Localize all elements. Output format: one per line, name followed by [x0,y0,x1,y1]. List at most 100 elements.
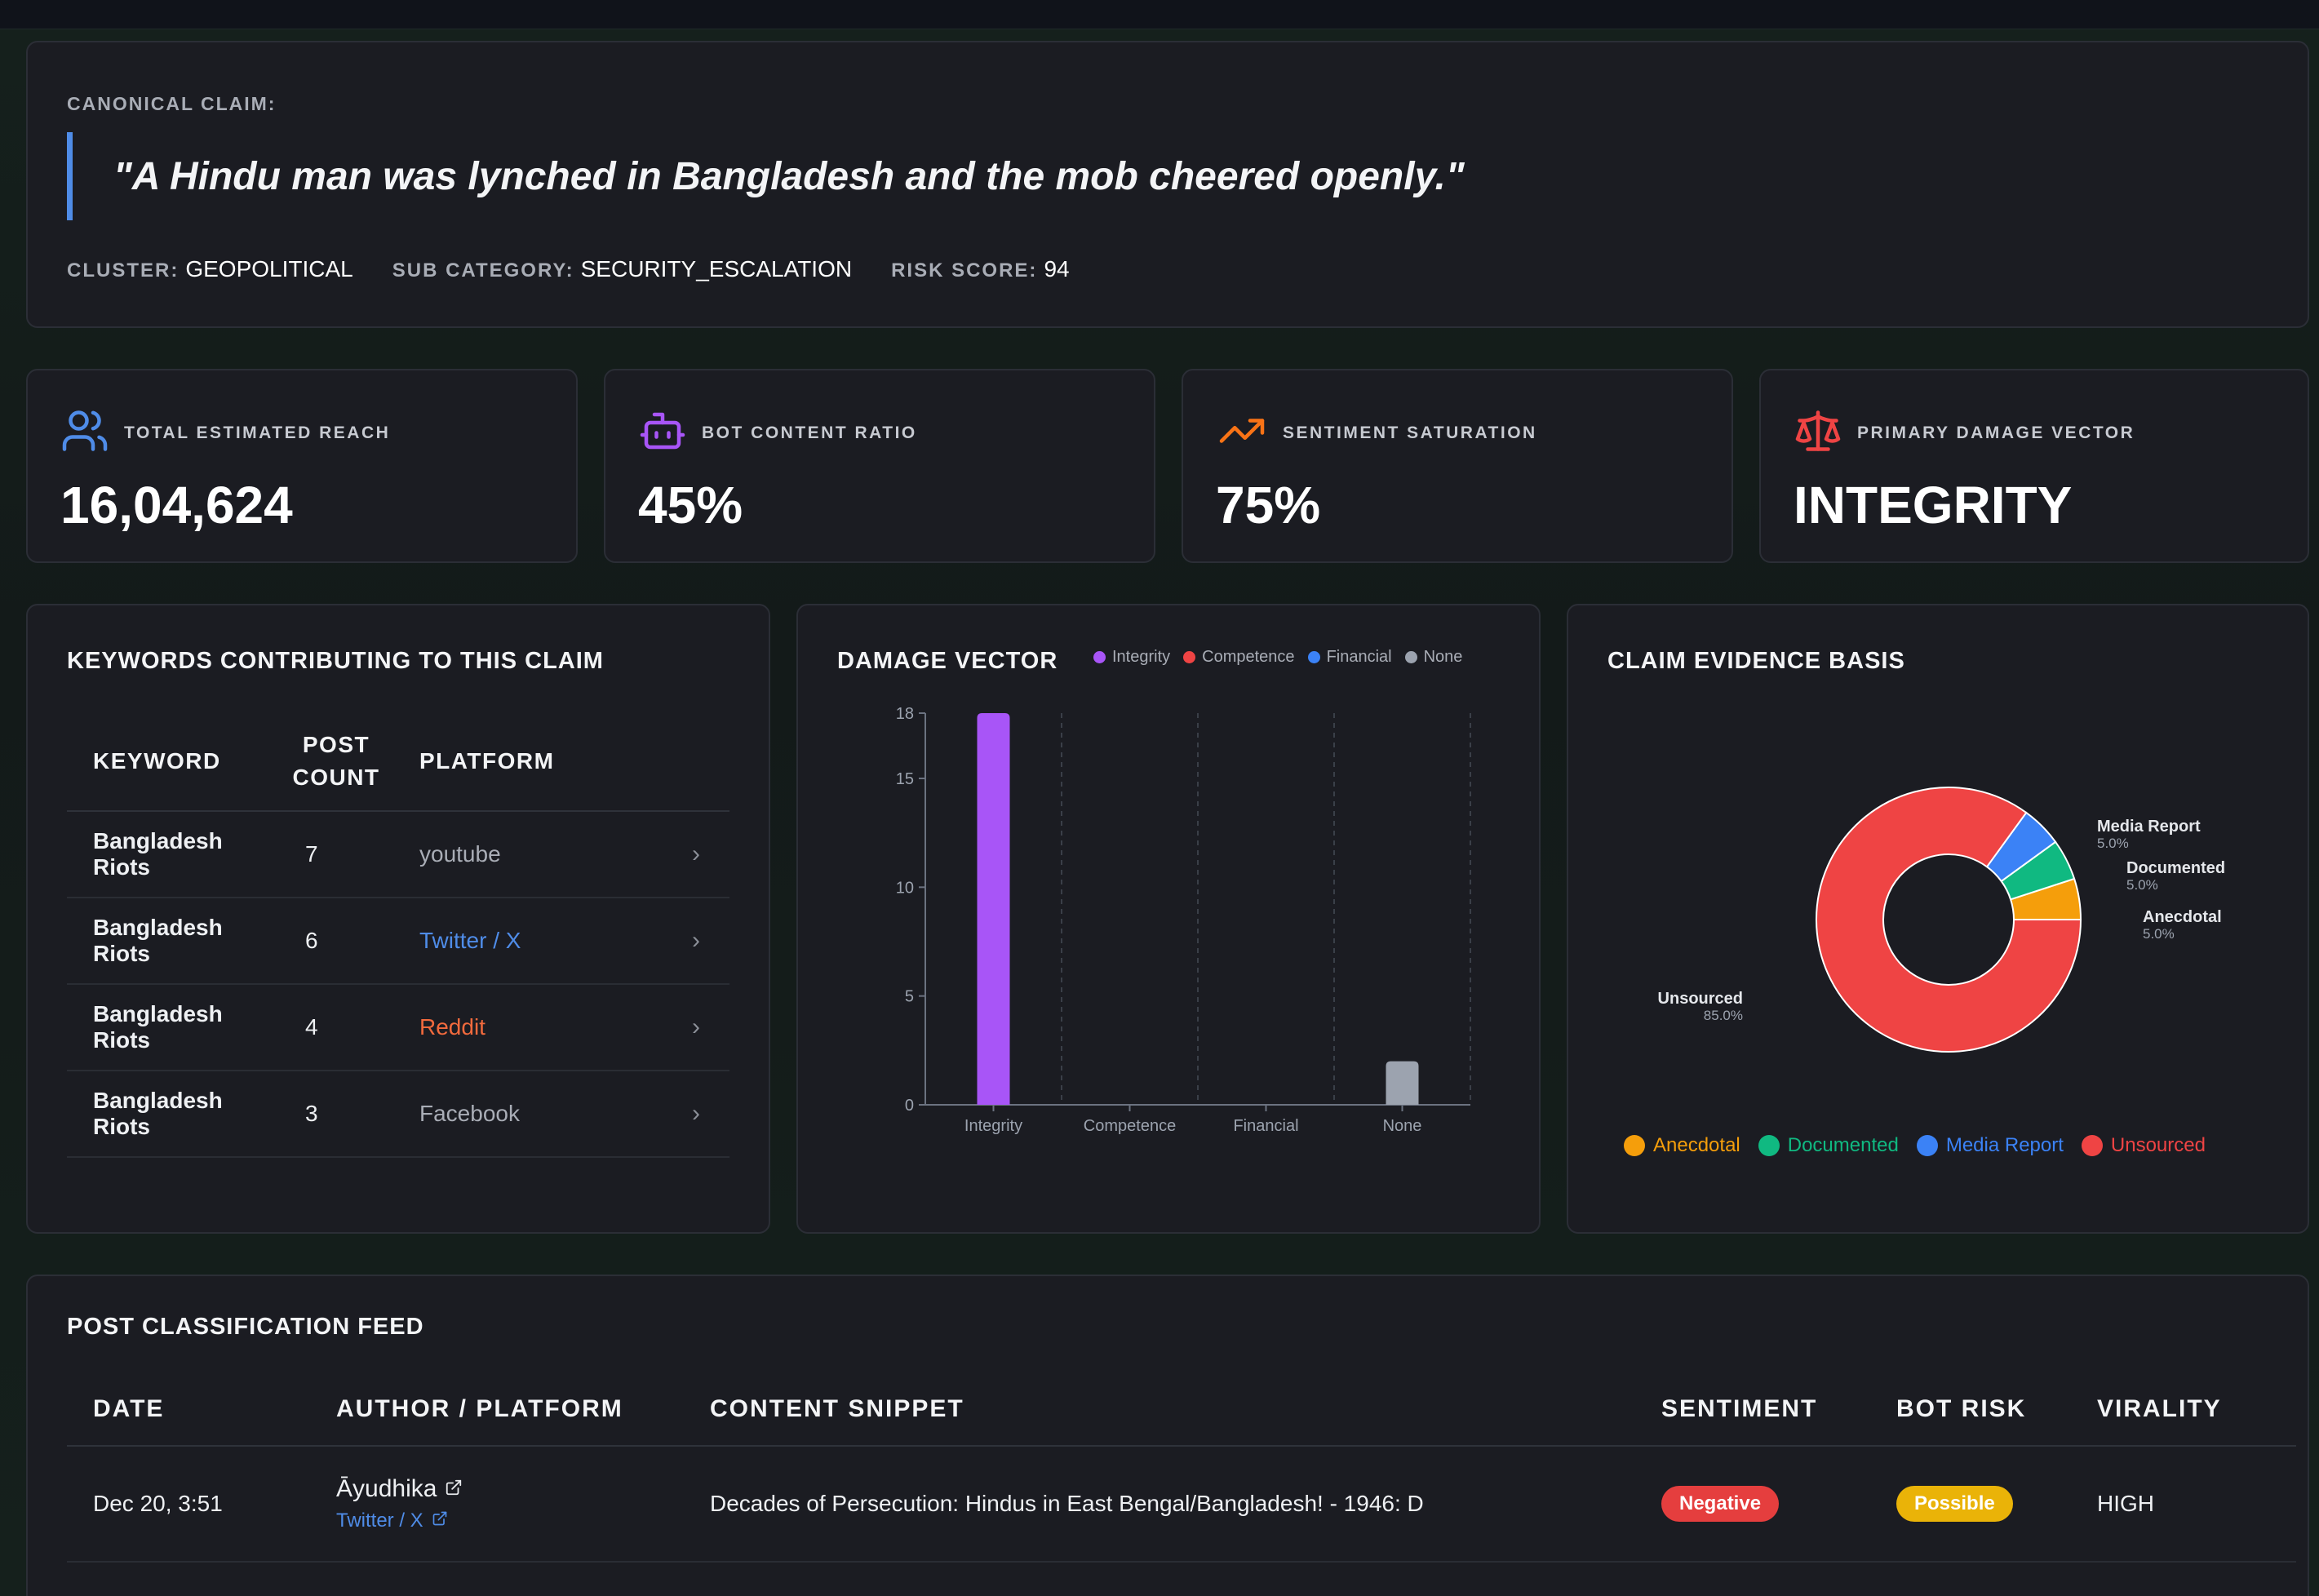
stat-value-sentiment: 75% [1216,476,1321,534]
chevron-right-icon[interactable]: › [664,984,729,1071]
col-post-count: POST COUNT [279,712,393,812]
legend-item-media-report[interactable]: Media Report [1916,1134,2064,1157]
table-row[interactable]: Bangladesh Riots 4 Reddit › [67,984,729,1071]
col-virality: VIRALITY [2071,1372,2296,1447]
feed-header-row: DATE AUTHOR / PLATFORM CONTENT SNIPPET S… [67,1372,2296,1447]
keyword-cell: Bangladesh Riots [67,984,279,1071]
legend-dot [2081,1135,2103,1156]
col-author: AUTHOR / PLATFORM [310,1372,684,1447]
chevron-right-icon[interactable]: › [664,898,729,985]
legend-label: Media Report [1945,1134,2064,1156]
author-link[interactable]: Āyudhika [336,1475,684,1503]
platform-cell: Facebook [393,1071,664,1158]
legend-item-unsourced[interactable]: Unsourced [2081,1134,2206,1157]
col-date: DATE [67,1372,310,1447]
external-link-icon [432,1510,448,1532]
evidence-title: CLAIM EVIDENCE BASIS [1607,648,1905,674]
legend-item-none[interactable]: None [1404,648,1463,667]
post-feed-panel: POST CLASSIFICATION FEED DATE AUTHOR / P… [26,1275,2309,1596]
scale-icon [1794,406,1842,459]
keywords-header-row: KEYWORD POST COUNT PLATFORM [67,712,729,812]
damage-vector-panel: DAMAGE VECTOR Integrity Competence Finan… [796,604,1541,1234]
virality-cell: HIGH [2071,1446,2296,1563]
legend-item-integrity[interactable]: Integrity [1093,648,1170,667]
keywords-title: KEYWORDS CONTRIBUTING TO THIS CLAIM [67,648,604,674]
platform-link[interactable]: Twitter / X [336,1510,684,1532]
stat-label-sentiment: SENTIMENT SATURATION [1283,423,1537,442]
slice-value-label: 5.0% [2143,926,2175,942]
table-row[interactable]: Bangladesh Riots 3 Facebook › [67,1071,729,1158]
external-link-icon [445,1475,463,1503]
keyword-cell: Bangladesh Riots [67,898,279,985]
stat-card-bot-ratio: BOT CONTENT RATIO 45% [604,369,1155,563]
evidence-legend: Anecdotal Documented Media Report Unsour… [1624,1134,2206,1157]
cluster-meta: CLUSTER: GEOPOLITICAL [67,256,353,282]
y-tick-label: 15 [896,770,914,788]
keyword-cell: Bangladesh Riots [67,811,279,898]
claim-text: "A Hindu man was lynched in Bangladesh a… [113,154,1465,198]
table-row[interactable]: Bangladesh Riots 6 Twitter / X › [67,898,729,985]
slice-value-label: 5.0% [2126,877,2158,893]
legend-label: None [1423,648,1463,666]
stat-card-sentiment: SENTIMENT SATURATION 75% [1182,369,1733,563]
subcategory-meta: SUB CATEGORY: SECURITY_ESCALATION [392,256,852,282]
risk-value: 94 [1044,256,1070,282]
legend-label: Documented [1787,1134,1899,1156]
slice-label: Media Report [2097,818,2201,836]
subcategory-value: SECURITY_ESCALATION [580,256,853,282]
trending-up-icon [1216,406,1268,459]
x-tick-label: Competence [1084,1117,1176,1135]
x-tick-label: None [1383,1117,1422,1135]
legend-item-financial[interactable]: Financial [1307,648,1392,667]
table-row[interactable]: Bangladesh Riots 7 youtube › [67,811,729,898]
keywords-table: KEYWORD POST COUNT PLATFORM Bangladesh Ri… [67,712,729,1158]
slice-value-label: 5.0% [2097,836,2129,851]
slice-value-label: 85.0% [1704,1008,1743,1023]
col-post-count-line2: COUNT [292,764,380,790]
claim-label: CANONICAL CLAIM: [67,93,277,114]
author-cell: Āyudhika Twitter / X [310,1446,684,1563]
stat-card-damage-vector: PRIMARY DAMAGE VECTOR INTEGRITY [1759,369,2309,563]
count-cell: 3 [279,1071,393,1158]
legend-dot [1183,651,1196,663]
legend-item-documented[interactable]: Documented [1758,1134,1899,1157]
damage-bar-chart: 0 5 10 15 18 Integrity Competence Financial None [896,705,1471,1135]
count-cell: 7 [279,811,393,898]
keywords-panel: KEYWORDS CONTRIBUTING TO THIS CLAIM KEYW… [26,604,770,1234]
slice-label: Unsourced [1658,990,1743,1008]
claim-meta: CLUSTER: GEOPOLITICAL SUB CATEGORY: SECURI… [67,256,1070,282]
risk-label: RISK SCORE: [891,259,1038,282]
top-bar [0,0,2319,29]
bot-icon [638,406,687,459]
legend-item-anecdotal[interactable]: Anecdotal [1624,1134,1740,1157]
chevron-right-icon[interactable]: › [664,1071,729,1158]
canonical-claim-card: CANONICAL CLAIM: "A Hindu man was lynche… [26,41,2309,328]
col-snippet: CONTENT SNIPPET [684,1372,1635,1447]
cluster-label: CLUSTER: [67,259,180,282]
stat-value-reach: 16,04,624 [60,476,293,534]
bar-none [1386,1061,1419,1105]
evidence-panel: CLAIM EVIDENCE BASIS Anecdotal 5.0% Docume… [1567,604,2309,1234]
legend-item-competence[interactable]: Competence [1183,648,1295,667]
platform-cell: Reddit [393,984,664,1071]
stat-label-reach: TOTAL ESTIMATED REACH [124,423,391,442]
platform-cell: Twitter / X [393,898,664,985]
x-tick-label: Financial [1233,1117,1298,1135]
author-name: Āyudhika [336,1475,437,1502]
bot-risk-cell: Possible [1870,1446,2071,1563]
table-row[interactable]: Dec 20, 3:51 Āyudhika Twitter / X Decade… [67,1446,2296,1563]
legend-label: Integrity [1112,648,1171,666]
count-cell: 6 [279,898,393,985]
damage-vector-title: DAMAGE VECTOR [837,648,1058,674]
count-cell: 4 [279,984,393,1071]
legend-dot [1093,651,1106,663]
users-icon [60,406,109,459]
date-cell: Dec 20, 3:51 [67,1446,310,1563]
chevron-right-icon[interactable]: › [664,811,729,898]
snippet-cell: Decades of Persecution: Hindus in East B… [684,1446,1635,1563]
legend-dot [1307,651,1320,663]
legend-dot [1758,1135,1780,1156]
legend-label: Financial [1326,648,1392,666]
legend-dot [1916,1135,1938,1156]
